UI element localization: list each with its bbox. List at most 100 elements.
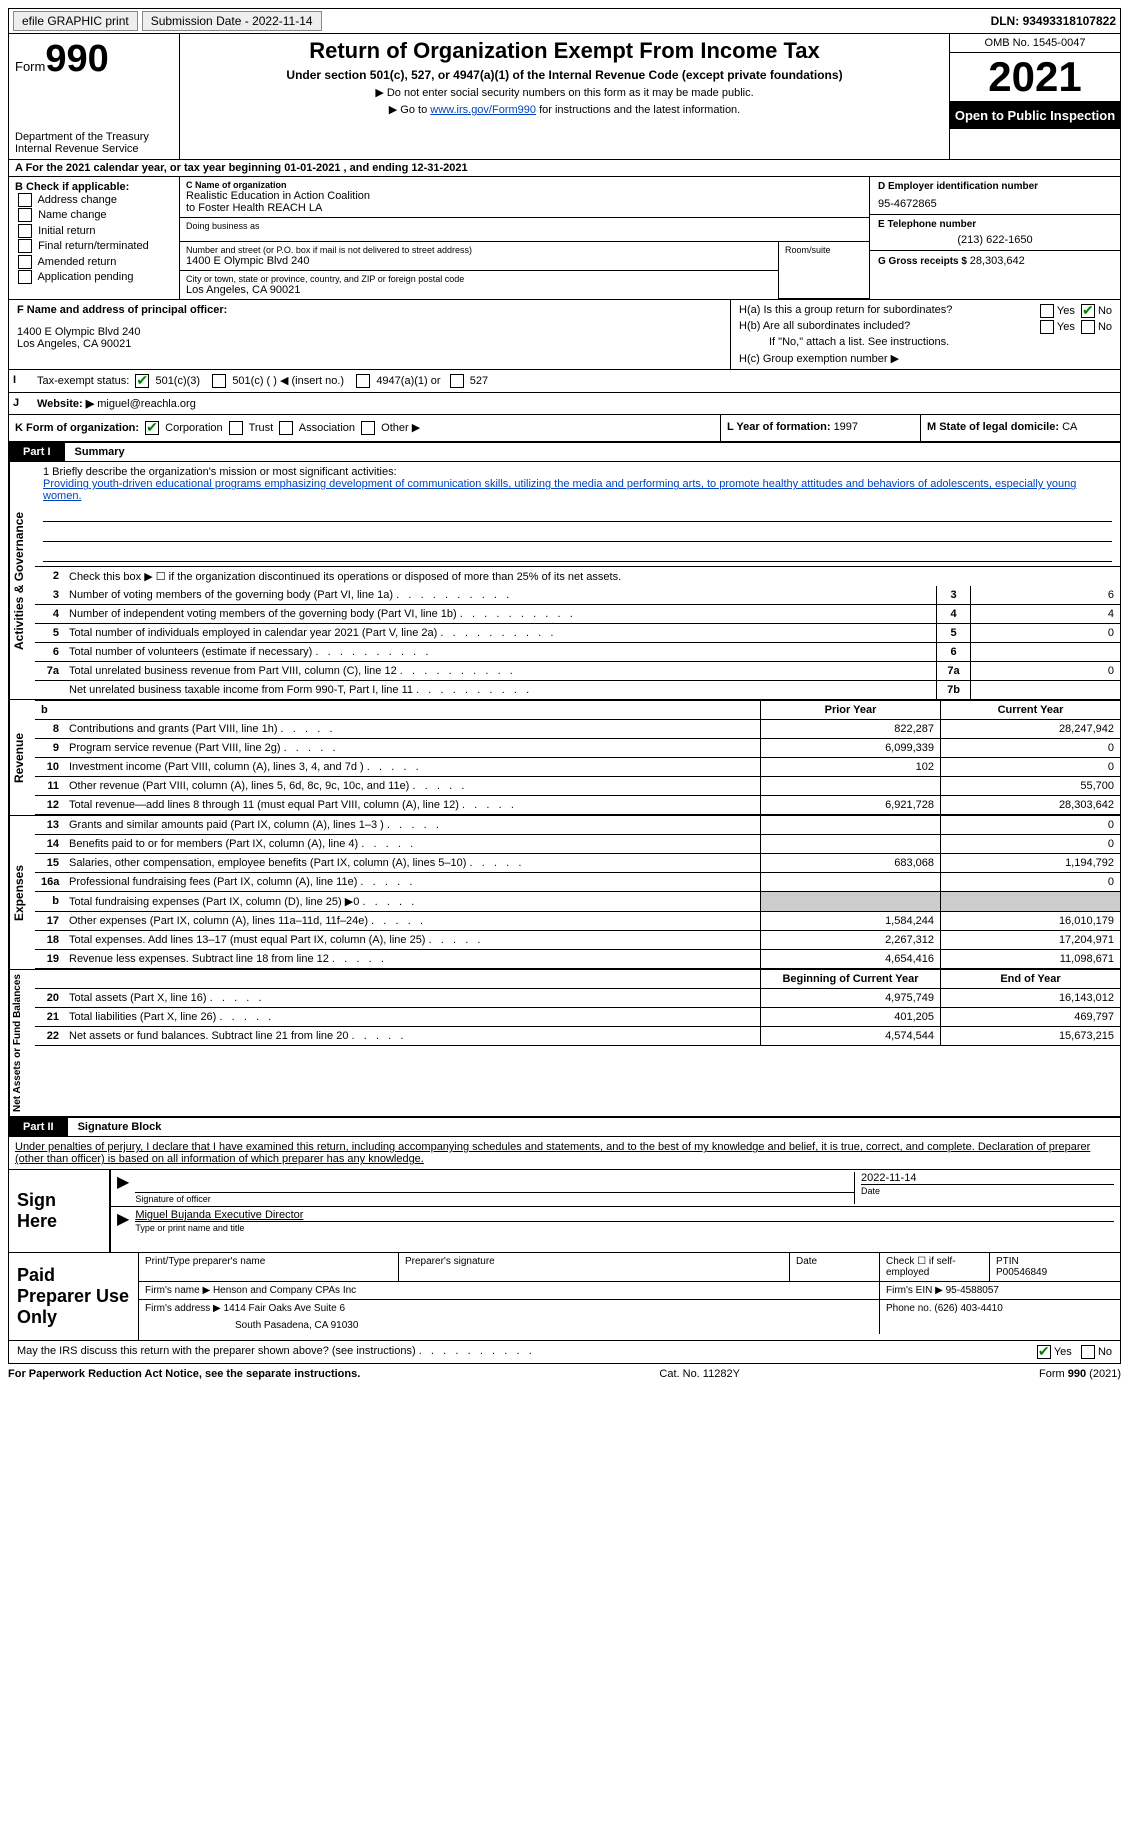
line2-num: 2 [35, 567, 65, 586]
part1-title: Summary [65, 443, 135, 461]
firm-name-lbl: Firm's name ▶ [145, 1285, 213, 1296]
current-year-val: 11,098,671 [940, 950, 1120, 968]
footer-right: Form 990 (2021) [1039, 1368, 1121, 1380]
current-year-val [940, 892, 1120, 911]
line-text: Professional fundraising fees (Part IX, … [65, 873, 760, 891]
h-c-row: H(c) Group exemption number ▶ [739, 352, 1112, 365]
current-year-val: 0 [940, 739, 1120, 757]
expenses-body: 13Grants and similar amounts paid (Part … [35, 816, 1120, 969]
line-boxnum: 4 [936, 605, 970, 623]
prior-year-val: 102 [760, 758, 940, 776]
line-num: 18 [35, 931, 65, 949]
h-b-yes[interactable] [1040, 320, 1054, 334]
current-year-val: 0 [940, 835, 1120, 853]
firm-ein-val: 95-4588057 [946, 1285, 999, 1296]
note-ssn: ▶ Do not enter social security numbers o… [188, 86, 941, 99]
top-bar: efile GRAPHIC print Submission Date - 20… [8, 8, 1121, 34]
line-num: 7a [35, 662, 65, 680]
c-city-box: City or town, state or province, country… [180, 271, 778, 299]
line-text: Total unrelated business revenue from Pa… [65, 662, 936, 680]
check-name-change[interactable]: Name change [15, 208, 173, 223]
line-value: 6 [970, 586, 1120, 604]
check-initial-return[interactable]: Initial return [15, 224, 173, 239]
dln-value: 93493318107822 [1023, 14, 1116, 28]
check-address-change[interactable]: Address change [15, 193, 173, 208]
fin-line-18: 18Total expenses. Add lines 13–17 (must … [35, 931, 1120, 950]
line-text: Total revenue—add lines 8 through 11 (mu… [65, 796, 760, 814]
prior-year-val [760, 777, 940, 795]
h-a-yes[interactable] [1040, 304, 1054, 318]
current-year-val: 0 [940, 816, 1120, 834]
note2-pre: ▶ Go to [389, 104, 430, 116]
may-text: May the IRS discuss this return with the… [17, 1345, 1034, 1359]
firm-name-val: Henson and Company CPAs Inc [213, 1285, 356, 1296]
line-num: 13 [35, 816, 65, 834]
tel-label: E Telephone number [878, 219, 1112, 230]
check-final-return[interactable]: Final return/terminated [15, 239, 173, 254]
sig-name: Miguel Bujanda Executive Director [135, 1209, 1114, 1221]
i-4947[interactable] [356, 374, 370, 388]
line-boxnum: 6 [936, 643, 970, 661]
line-num: 9 [35, 739, 65, 757]
firm-addr2: South Pasadena, CA 91030 [145, 1314, 873, 1331]
line-num [35, 681, 65, 699]
i-501c3[interactable] [135, 374, 149, 388]
may-no[interactable] [1081, 1345, 1095, 1359]
footer-left: For Paperwork Reduction Act Notice, see … [8, 1368, 360, 1380]
gov-line-5: 5Total number of individuals employed in… [35, 624, 1120, 643]
k-other[interactable] [361, 421, 375, 435]
irs-link[interactable]: www.irs.gov/Form990 [430, 104, 536, 116]
h-a-no[interactable] [1081, 304, 1095, 318]
l-value: 1997 [834, 421, 858, 433]
k-association[interactable] [279, 421, 293, 435]
row-a-tax-year: A For the 2021 calendar year, or tax yea… [8, 160, 1121, 177]
ptin-label: PTIN [996, 1256, 1114, 1267]
prep-r2: Firm's name ▶ Henson and Company CPAs In… [139, 1282, 1120, 1300]
f-addr2: Los Angeles, CA 90021 [17, 338, 722, 350]
line-num: 10 [35, 758, 65, 776]
footer-mid: Cat. No. 11282Y [360, 1368, 1039, 1380]
na-header: Beginning of Current Year End of Year [35, 970, 1120, 989]
i-content: Tax-exempt status: 501(c)(3) 501(c) ( ) … [33, 370, 1120, 392]
prep-date-lbl: Date [790, 1253, 880, 1281]
check-application-pending[interactable]: Application pending [15, 270, 173, 285]
row-klm: K Form of organization: Corporation Trus… [8, 415, 1121, 442]
line-value [970, 681, 1120, 699]
i-527[interactable] [450, 374, 464, 388]
line-num: 8 [35, 720, 65, 738]
fin-line-13: 13Grants and similar amounts paid (Part … [35, 816, 1120, 835]
prior-year-val: 4,654,416 [760, 950, 940, 968]
line-text: Grants and similar amounts paid (Part IX… [65, 816, 760, 834]
line-boxnum: 7a [936, 662, 970, 680]
current-year-val: 469,797 [940, 1008, 1120, 1026]
header-left: Form990 Department of the Treasury Inter… [9, 34, 179, 159]
current-year-val: 16,143,012 [940, 989, 1120, 1007]
line-num: 5 [35, 624, 65, 642]
k-label: K Form of organization: [15, 422, 139, 434]
col-c: C Name of organization Realistic Educati… [179, 177, 870, 299]
city-value: Los Angeles, CA 90021 [186, 284, 772, 296]
sig-officer-blank [135, 1172, 854, 1192]
i-501c[interactable] [212, 374, 226, 388]
gross-value: 28,303,642 [970, 255, 1025, 267]
may-yes[interactable] [1037, 1345, 1051, 1359]
check-amended-return[interactable]: Amended return [15, 255, 173, 270]
b-label: B Check if applicable: [15, 181, 173, 193]
prior-year-val: 4,574,544 [760, 1027, 940, 1045]
col-d: D Employer identification number 95-4672… [870, 177, 1120, 299]
mission-blank-3 [43, 544, 1112, 562]
h-b-no[interactable] [1081, 320, 1095, 334]
k-trust[interactable] [229, 421, 243, 435]
declaration-text: Under penalties of perjury, I declare th… [15, 1141, 1090, 1165]
fin-line-22: 22Net assets or fund balances. Subtract … [35, 1027, 1120, 1046]
line-num: 11 [35, 777, 65, 795]
efile-button[interactable]: efile GRAPHIC print [13, 11, 138, 31]
mission-blank-2 [43, 524, 1112, 542]
submission-button[interactable]: Submission Date - 2022-11-14 [142, 11, 322, 31]
prior-year-val [760, 835, 940, 853]
m-label: M State of legal domicile: [927, 421, 1062, 433]
fin-line-15: 15Salaries, other compensation, employee… [35, 854, 1120, 873]
line-num: 14 [35, 835, 65, 853]
header-mid: Return of Organization Exempt From Incom… [179, 34, 950, 159]
k-corporation[interactable] [145, 421, 159, 435]
